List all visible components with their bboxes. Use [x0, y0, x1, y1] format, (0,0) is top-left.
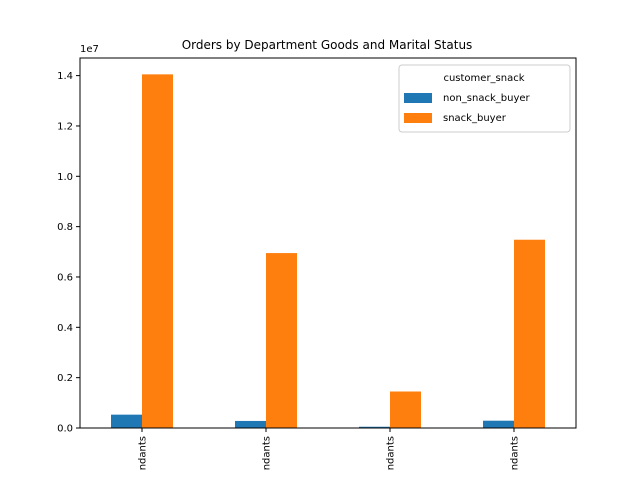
y-tick-label: 0.0 — [57, 424, 73, 435]
y-tick-label: 0.8 — [57, 222, 73, 233]
plot-frame — [79, 57, 577, 429]
y-tick-label: 1.2 — [57, 121, 73, 132]
y-tick-label: 1.4 — [57, 71, 73, 82]
bar-non_snack_buyer-0 — [111, 414, 142, 428]
legend-label-snack_buyer: snack_buyer — [443, 113, 507, 124]
y-tick-label: 0.2 — [57, 373, 73, 384]
y-tick-label: 1.0 — [57, 172, 73, 183]
x-tick-label: ndants — [138, 436, 149, 470]
legend-label-non_snack_buyer: non_snack_buyer — [443, 93, 531, 104]
plot-area: 0.0 0.2 0.4 0.6 0.8 1.0 1.2 1.4 ndants ndants ndan… — [57, 71, 545, 470]
y-tick-label: 0.4 — [57, 323, 73, 334]
bar-snack_buyer-1 — [266, 253, 297, 428]
x-tick-label: ndants — [262, 436, 273, 470]
x-tick-label: ndants — [386, 436, 397, 470]
legend-swatch-non_snack_buyer — [404, 93, 432, 103]
legend-box — [398, 64, 571, 133]
legend-items: non_snack_buyer snack_buyer — [404, 93, 531, 124]
bar-snack_buyer-3 — [514, 239, 545, 428]
legend-title: customer_snack — [443, 73, 524, 84]
bar-non_snack_buyer-3 — [483, 420, 514, 428]
x-tick-label: ndants — [510, 436, 521, 470]
legend: customer_snack non_snack_buyer snack_buye… — [398, 64, 571, 133]
y-scale-label: 1e7 — [80, 44, 99, 55]
bar-non_snack_buyer-1 — [235, 420, 266, 428]
y-tick-label: 0.6 — [57, 272, 73, 283]
bar-snack_buyer-2 — [390, 391, 421, 428]
legend-swatch-snack_buyer — [404, 113, 432, 123]
bar-non_snack_buyer-2 — [359, 426, 390, 428]
chart-title: Orders by Department Goods and Marital S… — [182, 38, 473, 52]
bar-snack_buyer-0 — [142, 74, 173, 429]
